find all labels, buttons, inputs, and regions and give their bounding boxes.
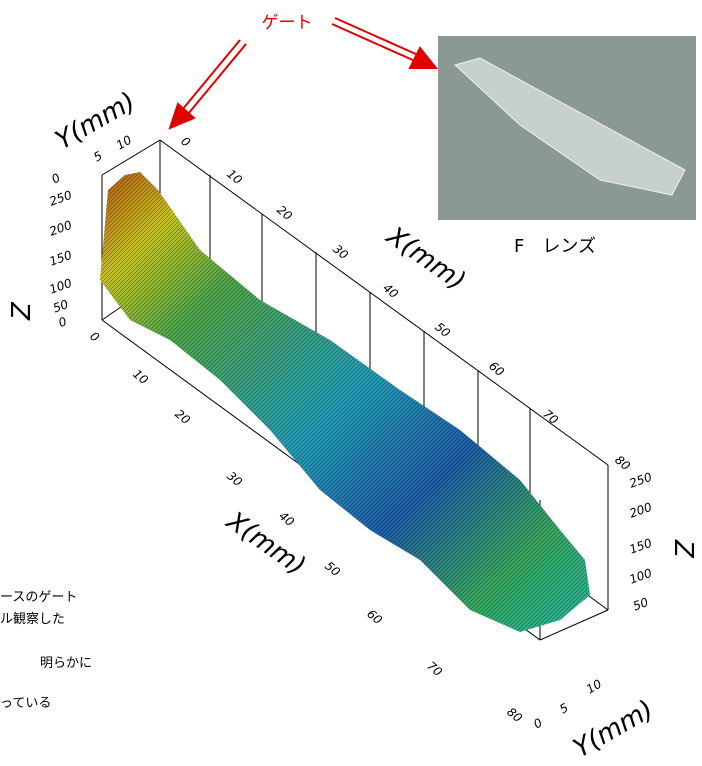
note: ースのゲート: [0, 586, 77, 605]
tick-label: 0: [87, 329, 102, 345]
page: {"gate_label": "ゲート", "photo_caption": "…: [0, 0, 702, 766]
tick-label: 0: [178, 134, 193, 150]
tick-label: 70: [540, 407, 561, 428]
note: 明らかに: [40, 652, 92, 671]
axis-label: Z: [668, 539, 698, 559]
note: ル観察した: [0, 608, 65, 627]
axis-label: Z: [7, 301, 37, 321]
tick-label: 0: [531, 715, 545, 731]
axis-label: X(mm): [219, 505, 311, 582]
axis-label: Y(mm): [569, 695, 659, 764]
tick-label: 80: [504, 705, 525, 726]
tick-label: 5: [557, 701, 571, 717]
tick-label: 70: [424, 659, 445, 680]
tick-label: 50: [322, 559, 343, 580]
tick-label: 20: [172, 407, 193, 428]
tick-label: 150: [627, 536, 654, 557]
tick-label: 0: [49, 170, 63, 186]
tick-label: 50: [631, 595, 650, 614]
tick-label: 40: [276, 509, 297, 530]
gate-arrows: [170, 18, 436, 128]
note: っている: [0, 692, 51, 711]
tick-label: 30: [224, 469, 245, 490]
tick-label: 10: [130, 367, 151, 388]
tick-label: 40: [380, 281, 401, 302]
gate-label: ゲート: [262, 13, 313, 33]
tick-label: 200: [47, 218, 74, 239]
tick-label: 60: [486, 359, 507, 380]
tick-label: 100: [627, 566, 654, 587]
tick-label: 250: [627, 470, 654, 491]
tick-label: 60: [364, 607, 385, 628]
tick-label: 10: [114, 132, 135, 152]
tick-label: 30: [330, 242, 351, 263]
tick-label: 250: [47, 188, 74, 209]
tick-label: 50: [51, 297, 70, 316]
figure: ゲート F レンズ Y(mm) X(mm) Z X(mm) Z Y(mm) 01…: [0, 0, 702, 766]
tick-label: 150: [47, 248, 74, 269]
tick-label: 100: [47, 276, 74, 297]
tick-label: 10: [224, 167, 245, 188]
tick-label: 200: [627, 500, 654, 521]
tick-label: 20: [274, 203, 295, 224]
photo-caption: F レンズ: [514, 236, 596, 257]
tick-label: 80: [612, 453, 633, 474]
tick-label: 0: [57, 314, 69, 330]
tick-label: 50: [432, 320, 453, 341]
tick-label: 10: [584, 676, 605, 696]
tick-label: 5: [91, 149, 105, 165]
